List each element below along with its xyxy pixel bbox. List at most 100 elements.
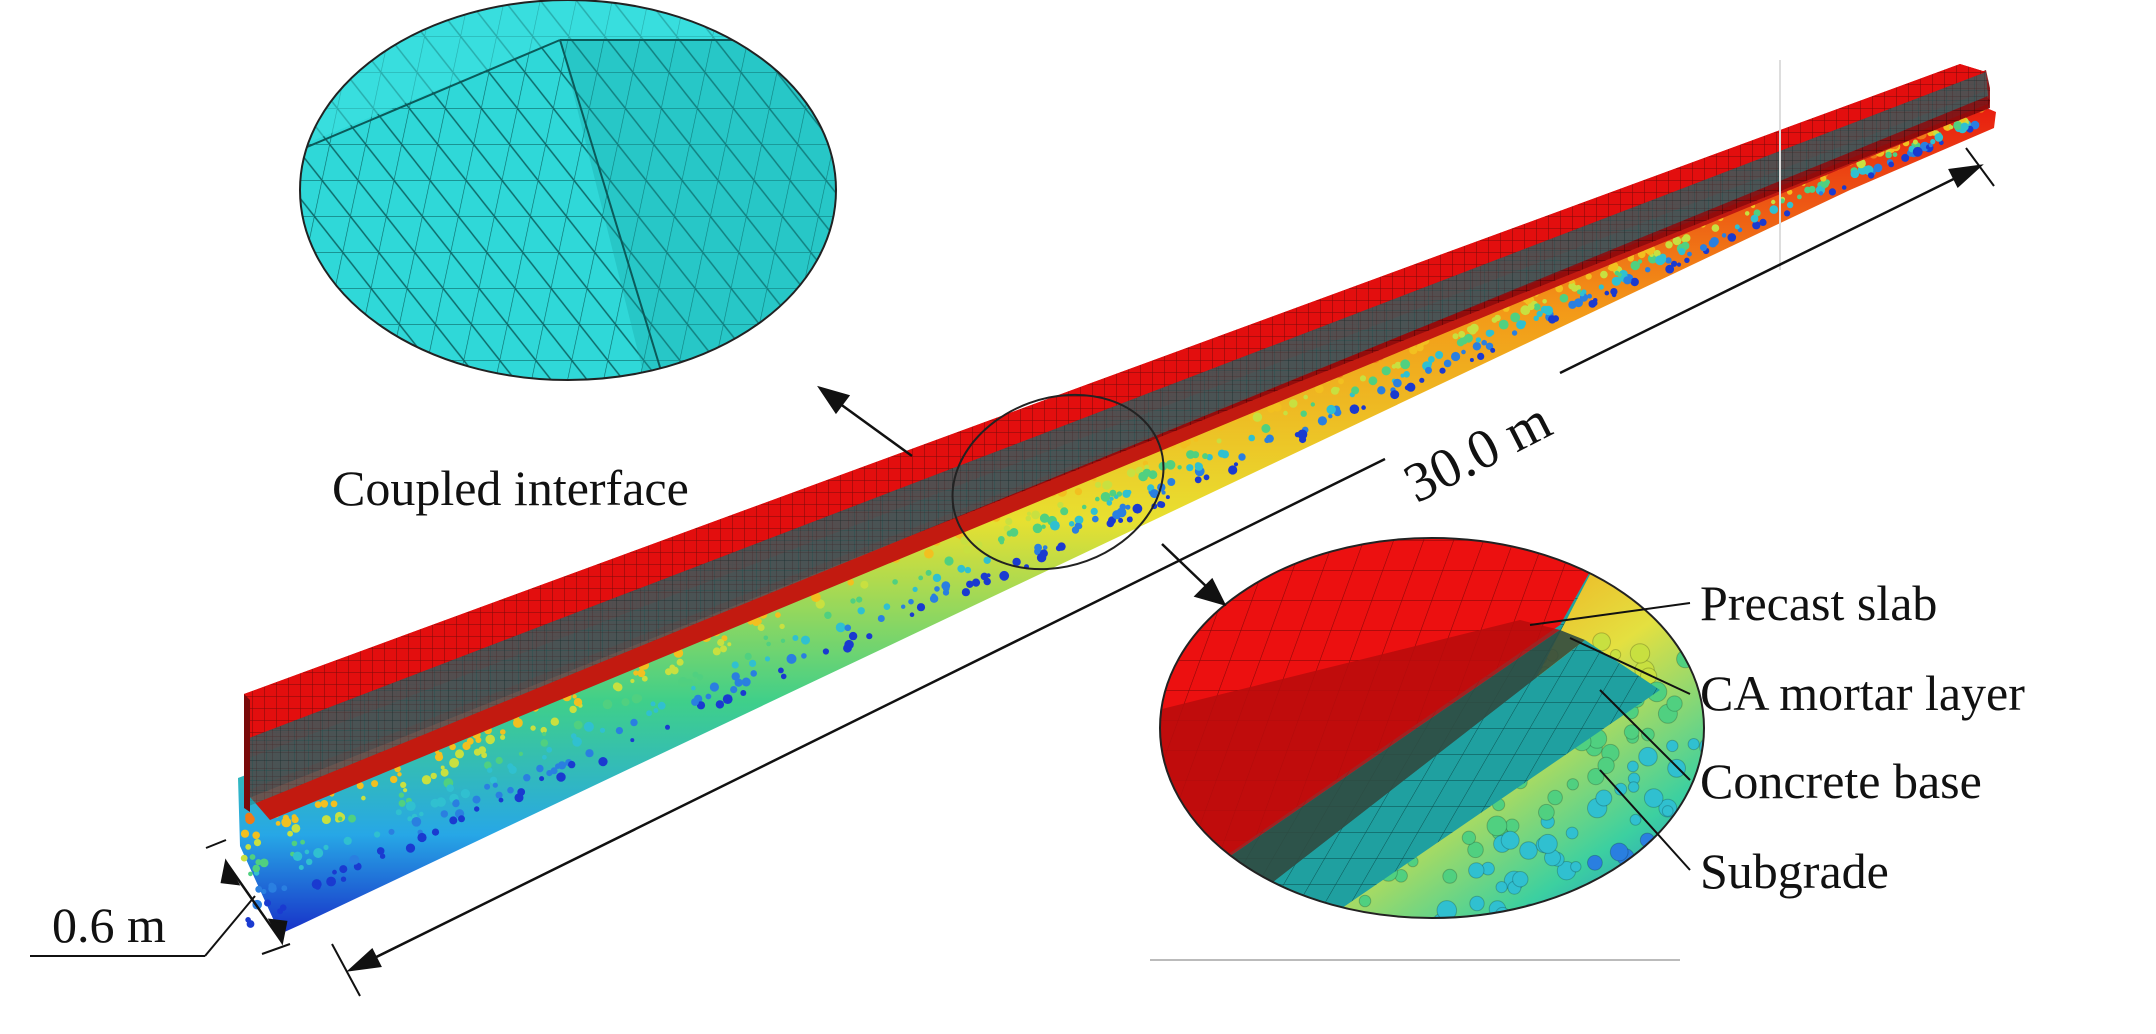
subgrade-particle: [866, 633, 873, 640]
subgrade-particle: [542, 731, 547, 737]
subgrade-particle: [557, 761, 567, 770]
subgrade-particle: [556, 772, 566, 782]
subgrade-particle: [1818, 191, 1824, 196]
subgrade-particle: [1491, 317, 1498, 323]
subgrade-particle: [405, 801, 416, 811]
subgrade-particle: [1039, 549, 1048, 558]
subgrade-particle: [1666, 695, 1683, 712]
subgrade-particle: [320, 800, 329, 808]
subgrade-particle: [1031, 510, 1040, 520]
subgrade-particle: [536, 764, 544, 773]
subgrade-particle: [1533, 303, 1541, 311]
subgrade-particle: [281, 817, 292, 828]
subgrade-particle: [1750, 214, 1759, 223]
subgrade-particle: [1828, 188, 1836, 196]
subgrade-particle: [546, 746, 553, 753]
subgrade-particle: [330, 800, 338, 808]
subgrade-particle: [1912, 139, 1918, 145]
subgrade-particle: [573, 698, 583, 707]
subgrade-particle: [1548, 315, 1557, 324]
subgrade-particle: [245, 814, 255, 825]
subgrade-particle: [1358, 894, 1372, 908]
subgrade-particle: [691, 698, 699, 706]
subgrade-particle: [966, 580, 974, 588]
subgrade-particle: [877, 615, 885, 622]
subgrade-particle: [1273, 402, 1282, 412]
subgrade-particle: [460, 789, 470, 799]
subgrade-particle: [1734, 224, 1740, 230]
subgrade-particle: [1261, 424, 1271, 433]
subgrade-particle: [1519, 841, 1538, 860]
subgrade-particle: [599, 727, 606, 733]
subgrade-particle: [291, 824, 301, 833]
subgrade-particle: [374, 831, 381, 838]
subgrade-particle: [1786, 201, 1794, 209]
dimension-length: [331, 147, 1995, 997]
subgrade-particle: [298, 865, 304, 870]
subgrade-particle: [1538, 803, 1555, 821]
subgrade-particle: [692, 671, 699, 678]
subgrade-particle: [1536, 310, 1543, 317]
subgrade-particle: [1672, 236, 1682, 246]
subgrade-particle: [1671, 260, 1678, 267]
subgrade-particle: [1293, 909, 1305, 918]
subgrade-particle: [901, 604, 906, 609]
subgrade-particle: [924, 548, 934, 559]
subgrade-particle: [1416, 343, 1424, 352]
subgrade-particle: [615, 727, 624, 735]
subgrade-particle: [1729, 233, 1736, 241]
subgrade-particle: [300, 839, 305, 845]
subgrade-particle: [252, 864, 260, 873]
subgrade-particle: [801, 653, 807, 659]
subgrade-particle: [1264, 437, 1271, 444]
subgrade-particle: [1498, 319, 1509, 330]
subgrade-particle: [1165, 460, 1176, 470]
subgrade-particle: [801, 635, 810, 645]
subgrade-particle: [253, 839, 262, 847]
subgrade-particle: [1841, 185, 1847, 190]
subgrade-particle: [1678, 248, 1686, 256]
width-dimension-label: 0.6 m: [52, 897, 166, 953]
subgrade-particle: [1393, 378, 1402, 388]
subgrade-particle: [1317, 416, 1327, 426]
subgrade-particle: [1191, 451, 1200, 459]
subgrade-particle: [720, 645, 727, 653]
subgrade-particle: [1132, 503, 1143, 514]
subgrade-particle: [1118, 518, 1124, 523]
subgrade-particle: [513, 718, 523, 728]
subgrade-particle: [245, 917, 251, 923]
subgrade-particle: [1646, 248, 1654, 256]
subgrade-particle: [1461, 349, 1466, 355]
subgrade-particle: [1003, 525, 1011, 532]
subgrade-particle: [1559, 293, 1569, 303]
subgrade-particle: [1611, 276, 1621, 286]
ca-mortar-layer-label: CA mortar layer: [1700, 665, 2025, 721]
subgrade-particle: [1193, 436, 1199, 442]
subgrade-particle: [462, 741, 471, 751]
subgrade-particle: [1233, 462, 1239, 467]
subgrade-particle: [1542, 299, 1547, 304]
subgrade-particle: [1042, 545, 1048, 550]
subgrade-particle: [1090, 507, 1098, 515]
subgrade-particle: [957, 564, 966, 573]
subgrade-particle: [1142, 468, 1152, 478]
subgrade-particle: [1252, 412, 1263, 422]
subgrade-particle: [1611, 292, 1617, 298]
subgrade-particle: [1106, 500, 1113, 506]
subgrade-particle: [1585, 273, 1592, 280]
subgrade-particle: [291, 840, 298, 847]
subgrade-particle: [1638, 746, 1658, 767]
subgrade-particle: [1469, 358, 1474, 362]
subgrade-particle: [539, 776, 545, 782]
subgrade-particle: [1696, 906, 1704, 918]
precast-slab-label: Precast slab: [1700, 575, 1937, 631]
subgrade-particle: [1439, 367, 1446, 374]
subgrade-particle: [1641, 727, 1655, 742]
subgrade-particle: [1477, 352, 1485, 360]
subgrade-particle: [583, 721, 594, 732]
subgrade-particle: [1953, 121, 1963, 130]
subgrade-particle: [259, 858, 269, 868]
subgrade-particle: [1116, 507, 1127, 518]
subgrade-particle: [474, 806, 480, 812]
subgrade-particle: [612, 682, 621, 691]
